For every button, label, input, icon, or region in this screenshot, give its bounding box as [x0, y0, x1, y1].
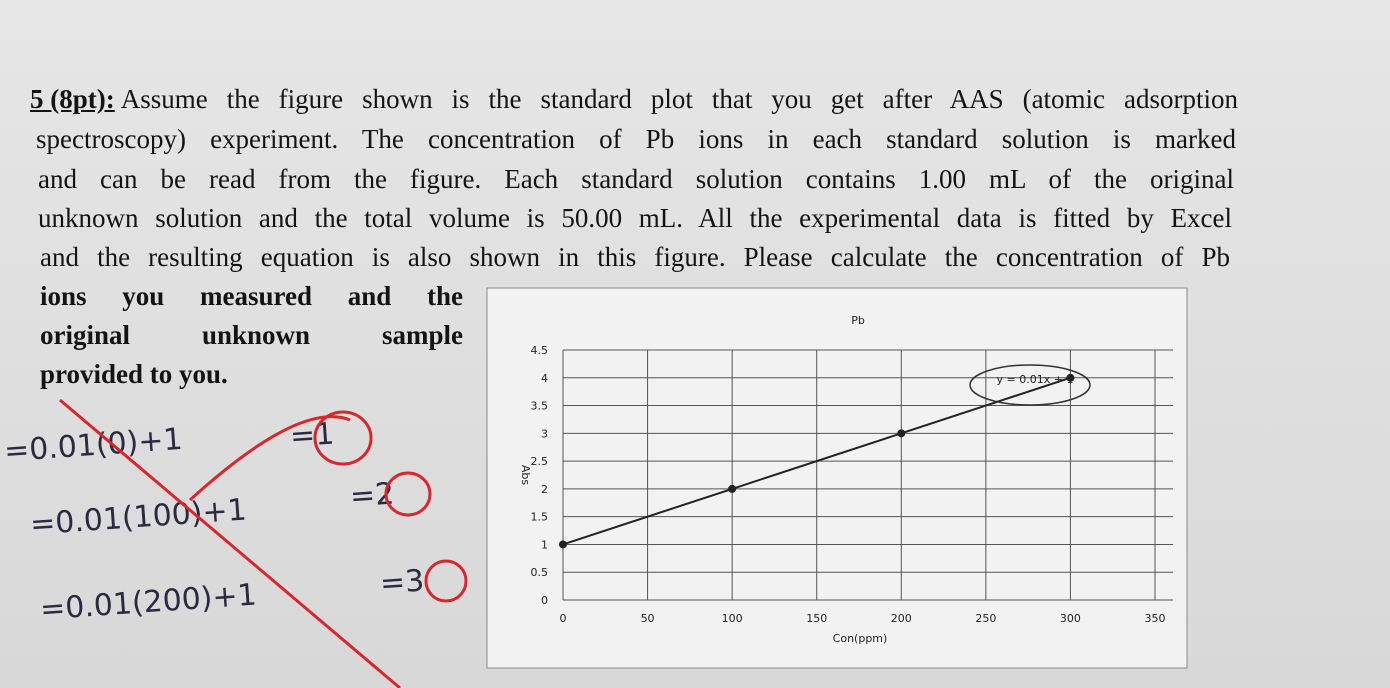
y-tick-label: 1 [541, 538, 548, 551]
chart: 0 0.5 1 1.5 2 2.5 3 3.5 4 4.5 0 50 100 150 200 250 300 35… [519, 314, 1173, 645]
question-line: original unknown sample [40, 320, 463, 350]
x-tick-label: 100 [722, 612, 743, 625]
y-tick-label: 4.5 [531, 344, 549, 357]
question-line: unknown solution and the total volume is… [38, 203, 1232, 233]
x-tick-label: 150 [806, 612, 827, 625]
line: 5 (8pt): Assume the figure shown is the … [30, 84, 1238, 115]
y-tick-label: 4 [541, 372, 548, 385]
y-tick-label: 0 [541, 594, 548, 607]
y-tick-label: 0.5 [531, 566, 549, 579]
y-tick-label: 1.5 [531, 511, 549, 524]
x-tick-label: 50 [641, 612, 655, 625]
chart-frame [486, 287, 1188, 669]
x-tick-label: 350 [1145, 612, 1166, 625]
x-tick-label: 300 [1060, 612, 1081, 625]
x-tick-label: 0 [560, 612, 567, 625]
x-tick-label: 250 [975, 612, 996, 625]
data-point [559, 540, 567, 549]
question-line: and the resulting equation is also shown… [40, 242, 1230, 272]
y-tick-label: 3.5 [531, 400, 549, 413]
question-line: spectroscopy) experiment. The concentrat… [36, 124, 1236, 154]
data-point [1066, 373, 1075, 382]
question-line: and can be read from the figure. Each st… [38, 164, 1234, 194]
question-line: ions you measured and the [40, 281, 463, 311]
y-axis-label: Abs [519, 465, 532, 486]
chart-title: Pb [851, 314, 865, 327]
y-tick-label: 2 [541, 483, 548, 496]
y-tick-label: 2.5 [531, 455, 549, 468]
x-tick-label: 200 [891, 612, 912, 625]
data-line [562, 376, 1071, 546]
equation: y = 0.01x + 1 [997, 373, 1074, 386]
y-tick-label: 3 [541, 427, 548, 440]
red-marks [59, 398, 468, 688]
question-label: 5 (8pt): [30, 84, 115, 114]
x-axis-label: Con(ppm) [833, 632, 888, 645]
question-line: Assume the figure shown is the standard … [120, 84, 1238, 114]
equation-circle [969, 364, 1091, 406]
data-point [897, 429, 906, 438]
question-line: provided to you. [40, 359, 228, 389]
data-point [728, 484, 737, 493]
